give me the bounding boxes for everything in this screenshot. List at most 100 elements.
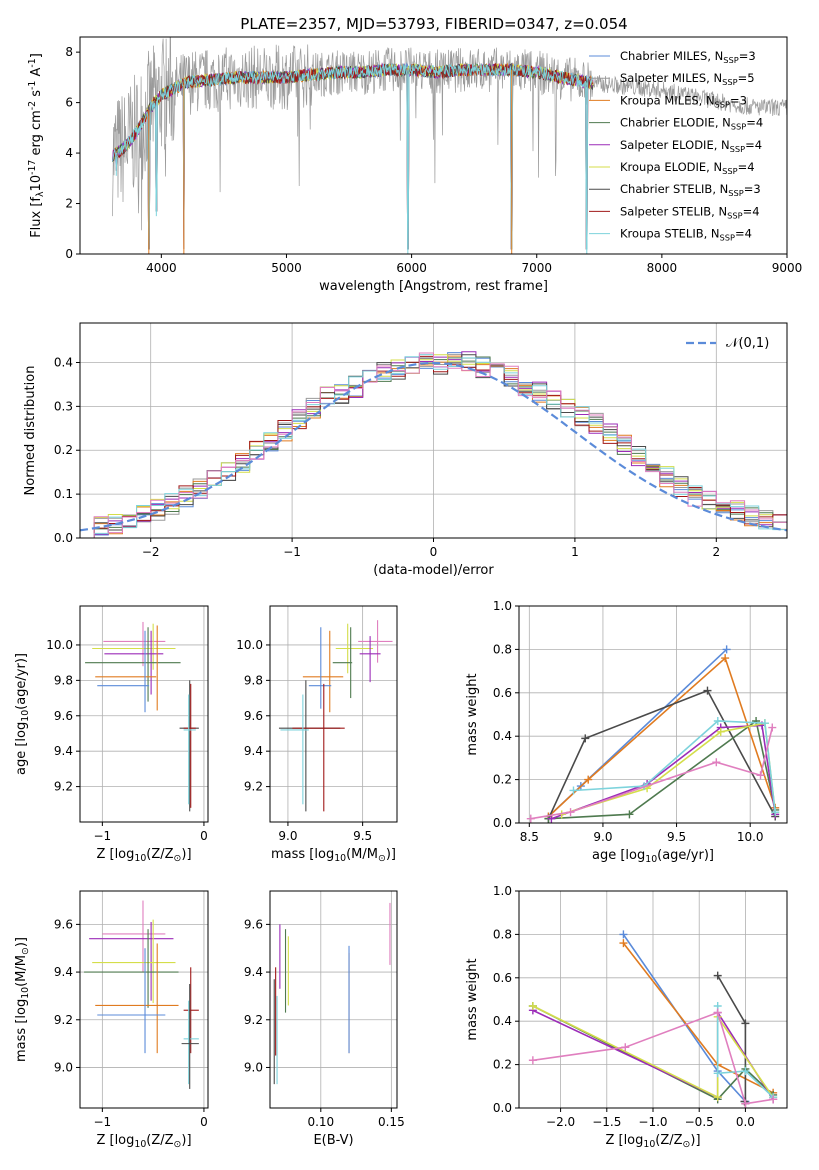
- z_weight-frame: −2.0 −1.5 −1.0 −0.5 0.0 0.0 0.2 0.4 0.6 0.8 1.0 Z […: [465, 884, 788, 1150]
- residuals-ylabel: Normed distribution: [23, 366, 38, 496]
- z_age-axes: [80, 606, 208, 822]
- z_age-ytick-label: 9.2: [54, 780, 73, 794]
- age_weight-marker: [526, 814, 535, 823]
- mass_age-ytick-label: 10.0: [236, 638, 263, 652]
- age_weight-border: [518, 605, 788, 824]
- z_mass-axes: [80, 891, 208, 1108]
- z_mass-xlabel: Z [log10(Z/Z⊙)]: [96, 1133, 191, 1150]
- mass_age-axes: [270, 606, 397, 822]
- age_weight-xtick-label: 8.5: [520, 830, 539, 844]
- residuals-ytick-label: 0.1: [54, 487, 73, 501]
- z_weight-marker: [741, 1067, 750, 1076]
- age_weight-ytick-label: 0.8: [493, 642, 512, 656]
- spectrum-legend-label: Chabrier STELIB, NSSP=3: [620, 182, 761, 198]
- ebv_mass-frame: 0.10 0.15 9.0 9.2 9.4 9.6 E(B-V): [244, 890, 405, 1148]
- age_weight-xlabel: age [log10(age/yr)]: [592, 848, 714, 865]
- z_weight-line-6: [716, 1006, 774, 1098]
- spectrum-legend: Chabrier MILES, NSSP=3 Salpeter MILES, NS…: [589, 49, 763, 243]
- residuals-axes: [80, 323, 787, 539]
- z_age-ylabel: age [log10(age/yr)]: [14, 653, 31, 775]
- z_weight-line-0: [622, 933, 746, 1103]
- spectrum-plot-area: [112, 37, 787, 254]
- mass_age-xlabel: mass [log10(M/M⊙)]: [271, 847, 396, 864]
- z_age-xtick-label: 0: [200, 829, 208, 843]
- mass_age-ytick-label: 9.6: [244, 709, 263, 723]
- age_weight-xtick-label: 10.0: [737, 830, 764, 844]
- z_weight-xlabel: Z [log10(Z/Z⊙)]: [605, 1133, 700, 1150]
- mass_age-xtick-label: 9.5: [353, 829, 372, 843]
- z_weight-marker: [713, 1093, 722, 1102]
- residuals-xtick-label: −2: [142, 545, 160, 559]
- age_weight-line-3: [548, 719, 776, 820]
- spectrum-ytick-label: 4: [65, 146, 73, 160]
- age_weight-marker: [721, 654, 730, 663]
- age_weight-marker: [760, 719, 769, 728]
- age_weight-marker: [756, 771, 765, 780]
- z_age-border: [79, 605, 209, 823]
- z_weight-marker: [619, 930, 628, 939]
- z_mass-ytick-label: 9.2: [54, 1013, 73, 1027]
- spectrum-legend-label: Chabrier MILES, NSSP=3: [620, 49, 756, 65]
- mass_age-ytick-label: 9.4: [244, 744, 263, 758]
- z_age-ytick-label: 9.4: [54, 744, 73, 758]
- z_weight-marker: [528, 1056, 537, 1065]
- mass_age-plot-area: [278, 620, 393, 812]
- z_mass-xtick-label: −1: [93, 1115, 111, 1129]
- spectrum-legend-label: Kroupa ELODIE, NSSP=4: [620, 160, 755, 176]
- spectrum-xtick-label: 7000: [521, 261, 552, 275]
- z_weight-ytick-label: 0.4: [493, 1014, 512, 1028]
- residuals-ytick-label: 0.2: [54, 443, 73, 457]
- residuals-xlabel: (data-model)/error: [373, 563, 494, 578]
- residuals-gaussian: [80, 361, 787, 532]
- spectrum-border: [79, 36, 788, 255]
- z_weight-xtick-label: −1.0: [638, 1115, 667, 1129]
- age_weight-marker: [703, 686, 712, 695]
- z_weight-marker: [713, 1008, 722, 1017]
- z_weight-marker: [619, 939, 628, 948]
- age_weight-marker: [716, 727, 725, 736]
- z_weight-ytick-label: 0.6: [493, 971, 512, 985]
- age_weight-ytick-label: 0.0: [493, 816, 512, 830]
- z_weight-xtick-label: −1.5: [592, 1115, 621, 1129]
- ebv_mass-xlabel: E(B-V): [313, 1133, 353, 1148]
- residuals-ytick-label: 0.4: [54, 355, 73, 369]
- z_age-ytick-label: 9.6: [54, 709, 73, 723]
- z_age-ytick-label: 10.0: [46, 638, 73, 652]
- age_weight-frame: 8.5 9.0 9.5 10.0 0.0 0.2 0.4 0.6 0.8 1.0 age [log1…: [465, 599, 788, 865]
- z_age-xlabel: Z [log10(Z/Z⊙)]: [96, 847, 191, 864]
- residuals-plot-area: [80, 351, 787, 538]
- z_age-ytick-label: 9.8: [54, 673, 73, 687]
- z_weight-marker: [713, 1069, 722, 1078]
- ebv_mass-plot-area: [273, 902, 391, 1085]
- mass_age-ytick-label: 9.2: [244, 780, 263, 794]
- age_weight-ytick-label: 0.4: [493, 729, 512, 743]
- spectrum-xlabel: wavelength [Angstrom, rest frame]: [319, 279, 548, 294]
- residuals-frame: −2 −1 0 1 2 0.0 0.1 0.2 0.3 0.4 (data-model)/error…: [23, 322, 788, 578]
- z_mass-xtick-label: 0: [200, 1115, 208, 1129]
- z_weight-ylabel: mass weight: [465, 958, 480, 1040]
- age_weight-line-1: [547, 656, 776, 818]
- age_weight-xtick-label: 9.5: [667, 830, 686, 844]
- age_weight-plot-area: [526, 645, 780, 823]
- mass_age-xtick-label: 9.0: [278, 829, 297, 843]
- age_weight-xtick-label: 9.0: [593, 830, 612, 844]
- z_weight-plot-area: [528, 930, 778, 1108]
- mass_age-ytick-label: 9.8: [244, 673, 263, 687]
- ebv_mass-xtick-label: 0.15: [378, 1115, 405, 1129]
- age_weight-line-5: [561, 722, 776, 816]
- spectrum-ylabel: Flux [fλ10-17 erg cm-2 s-1 A-1]: [27, 53, 46, 238]
- z_weight-ytick-label: 0.8: [493, 927, 512, 941]
- ebv_mass-axes: [270, 891, 397, 1108]
- z_age-plot-area: [85, 621, 199, 812]
- age_weight-marker: [569, 786, 578, 795]
- spectrum-legend-label: Salpeter MILES, NSSP=5: [620, 71, 755, 87]
- residuals-legend-label: 𝒩(0,1): [726, 336, 769, 351]
- z_weight-xtick-label: −2.0: [546, 1115, 575, 1129]
- residuals-hist-9: [93, 352, 787, 538]
- ebv_mass-ytick-label: 9.0: [244, 1060, 263, 1074]
- spectrum-xtick-label: 8000: [647, 261, 678, 275]
- age_weight-marker: [566, 808, 575, 817]
- spectrum-ytick-label: 0: [65, 247, 73, 261]
- ebv_mass-xtick-label: 0.10: [307, 1115, 334, 1129]
